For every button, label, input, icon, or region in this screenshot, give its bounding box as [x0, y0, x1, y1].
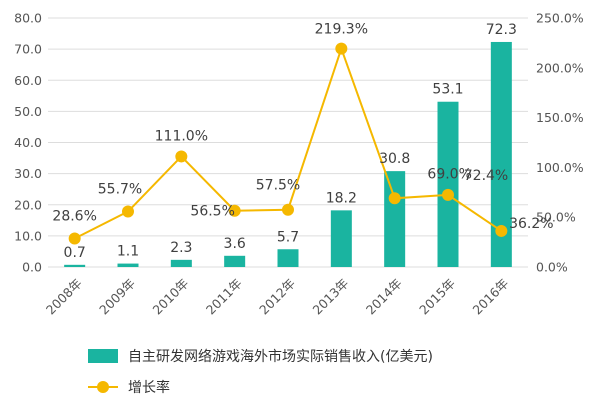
bar-data-labels: 0.7 1.1 2.3 3.6 5.7 18.2 30.8 53.1 72.3	[64, 22, 517, 261]
legend-line-marker	[97, 381, 109, 393]
x-axis-ticks: 2008年 2009年 2010年 2011年 2012年 2013年 2014年 2015年…	[43, 276, 512, 318]
x-tick-label: 2010年	[150, 276, 192, 318]
x-tick-label: 2014年	[363, 276, 405, 318]
x-tick-label: 2009年	[96, 276, 138, 318]
growth-value-label: 219.3%	[315, 22, 368, 38]
growth-value-label: 56.5%	[190, 204, 234, 220]
growth-marker	[442, 188, 454, 201]
left-tick-label: 60.0	[14, 73, 42, 88]
growth-marker	[68, 232, 81, 245]
bar	[490, 41, 512, 268]
x-tick-label: 2011年	[203, 276, 245, 318]
x-tick-label: 2015年	[416, 276, 458, 318]
growth-marker	[495, 224, 508, 237]
growth-value-label: 72.4%	[464, 168, 508, 184]
bar	[277, 249, 299, 267]
x-tick-label: 2013年	[310, 276, 352, 318]
bar-value-label: 0.7	[64, 245, 86, 261]
right-tick-label: 50.0%	[536, 210, 576, 225]
growth-value-label: 36.2%	[509, 216, 553, 232]
bar-value-label: 53.1	[432, 82, 463, 98]
bar	[64, 264, 86, 267]
growth-marker	[335, 42, 348, 55]
bar	[117, 263, 139, 267]
bar	[384, 171, 406, 267]
left-tick-label: 20.0	[14, 197, 42, 212]
legend-bar-swatch	[88, 349, 118, 363]
growth-marker	[388, 192, 401, 205]
bar-value-label: 18.2	[326, 190, 357, 206]
bar	[224, 255, 246, 267]
left-tick-label: 70.0	[14, 42, 42, 57]
growth-marker	[175, 150, 188, 163]
gridlines	[48, 17, 528, 268]
bar-value-label: 72.3	[486, 22, 517, 38]
bar	[330, 210, 352, 267]
growth-value-label: 28.6%	[52, 209, 96, 225]
legend-line-label: 增长率	[128, 379, 170, 396]
right-axis-ticks: 0.0% 50.0% 100.0% 150.0% 200.0% 250.0%	[536, 11, 584, 275]
right-tick-label: 200.0%	[536, 60, 584, 75]
left-tick-label: 30.0	[14, 166, 42, 181]
bar	[170, 259, 192, 267]
left-axis-ticks: 0.0 10.0 20.0 30.0 40.0 50.0 60.0 70.0 80.0	[14, 11, 42, 275]
left-tick-label: 0.0	[22, 260, 42, 275]
left-tick-label: 10.0	[14, 228, 42, 243]
bar	[437, 101, 459, 267]
growth-value-label: 111.0%	[155, 128, 208, 144]
right-tick-label: 150.0%	[536, 110, 584, 125]
bar-value-label: 30.8	[379, 151, 410, 167]
bar-series	[64, 41, 512, 268]
right-tick-label: 250.0%	[536, 11, 584, 26]
x-tick-label: 2008年	[43, 276, 85, 318]
growth-marker	[228, 204, 241, 217]
growth-value-label: 57.5%	[256, 178, 300, 194]
right-tick-label: 100.0%	[536, 160, 584, 175]
x-tick-label: 2016年	[470, 276, 512, 318]
left-tick-label: 40.0	[14, 135, 42, 150]
bar-value-label: 3.6	[224, 236, 246, 252]
growth-marker	[122, 205, 134, 218]
growth-marker	[282, 203, 294, 216]
bar-value-label: 5.7	[277, 229, 299, 245]
bar-value-label: 2.3	[170, 240, 192, 256]
left-tick-label: 50.0	[14, 104, 42, 119]
left-tick-label: 80.0	[14, 11, 42, 26]
line-series	[68, 42, 508, 245]
line-data-labels: 28.6%55.7%111.0%56.5%57.5%219.3%69.0%72.…	[52, 22, 553, 232]
x-tick-label: 2012年	[256, 276, 298, 318]
bar-value-label: 1.1	[117, 244, 139, 260]
growth-value-label: 69.0%	[427, 166, 471, 182]
legend-bar-label: 自主研发网络游戏海外市场实际销售收入(亿美元)	[128, 348, 433, 365]
right-tick-label: 0.0%	[536, 260, 568, 275]
legend: 自主研发网络游戏海外市场实际销售收入(亿美元) 增长率	[88, 348, 433, 396]
growth-value-label: 55.7%	[98, 182, 142, 198]
